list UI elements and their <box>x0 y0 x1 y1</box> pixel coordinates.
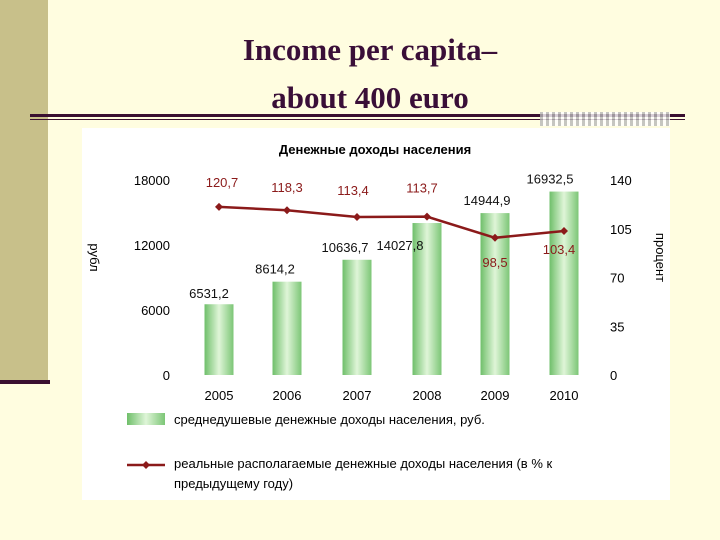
y-right-tick-label: 140 <box>610 173 632 188</box>
bar-data-label: 16932,5 <box>527 172 574 187</box>
left-decor-line <box>0 380 50 384</box>
line-point <box>423 212 431 221</box>
line-point <box>283 206 291 215</box>
title-rule <box>30 114 685 117</box>
x-tick-label: 2008 <box>413 388 442 403</box>
line-data-label: 113,4 <box>337 183 369 198</box>
y-left-tick-label: 0 <box>163 368 170 383</box>
y-right-tick-label: 70 <box>610 271 624 286</box>
y-left-tick-label: 6000 <box>141 303 170 318</box>
bar <box>272 281 302 375</box>
bar <box>204 304 234 375</box>
bar-data-label: 14027,8 <box>377 238 424 253</box>
left-decor-band <box>0 0 48 382</box>
x-tick-label: 2006 <box>273 388 302 403</box>
slide-title-line-1: Income per capita– <box>242 32 498 67</box>
bar-data-label: 8614,2 <box>255 262 295 277</box>
line-series <box>218 205 565 240</box>
bar <box>342 259 372 375</box>
legend-bar-swatch <box>127 413 165 425</box>
bar-data-label: 6531,2 <box>189 286 229 301</box>
y-right-tick-label: 35 <box>610 319 624 334</box>
y-left-axis-label: рубл <box>87 243 102 271</box>
slide-title: Income per capita– about 400 euro <box>120 26 620 122</box>
legend-line-label: реальные располагаемые денежные доходы н… <box>174 456 552 491</box>
income-chart: Денежные доходы населения 0 6000 12000 18000… <box>87 142 668 491</box>
line-data-label: 120,7 <box>206 175 239 190</box>
x-tick-label: 2009 <box>481 388 510 403</box>
bar-data-label: 10636,7 <box>322 240 369 255</box>
line-point <box>491 233 499 242</box>
line-point <box>560 226 568 235</box>
legend-line-marker <box>142 461 150 469</box>
chart-title: Денежные доходы населения <box>279 142 471 157</box>
line-data-label: 113,7 <box>406 181 438 196</box>
line-data-label: 118,3 <box>271 180 303 195</box>
y-left-tick-label: 12000 <box>134 238 170 253</box>
bar <box>549 191 579 375</box>
line-point <box>353 213 361 222</box>
legend-bar-label: среднедушевые денежные доходы населения,… <box>174 412 485 427</box>
slide-title-line-2: about 400 euro <box>271 80 469 115</box>
y-right-tick-label: 105 <box>610 222 632 237</box>
line-point <box>215 202 223 211</box>
decor-pattern <box>540 112 670 126</box>
y-left-tick-label: 18000 <box>134 173 170 188</box>
bar <box>412 223 442 375</box>
bar-data-label: 14944,9 <box>464 193 511 208</box>
y-right-tick-label: 0 <box>610 368 617 383</box>
x-tick-label: 2007 <box>343 388 372 403</box>
line-data-label: 98,5 <box>482 255 507 270</box>
x-tick-label: 2010 <box>550 388 579 403</box>
x-tick-label: 2005 <box>205 388 234 403</box>
line-data-label: 103,4 <box>543 242 576 257</box>
title-rule-thin <box>30 119 685 120</box>
y-right-axis-label: процент <box>653 233 668 282</box>
